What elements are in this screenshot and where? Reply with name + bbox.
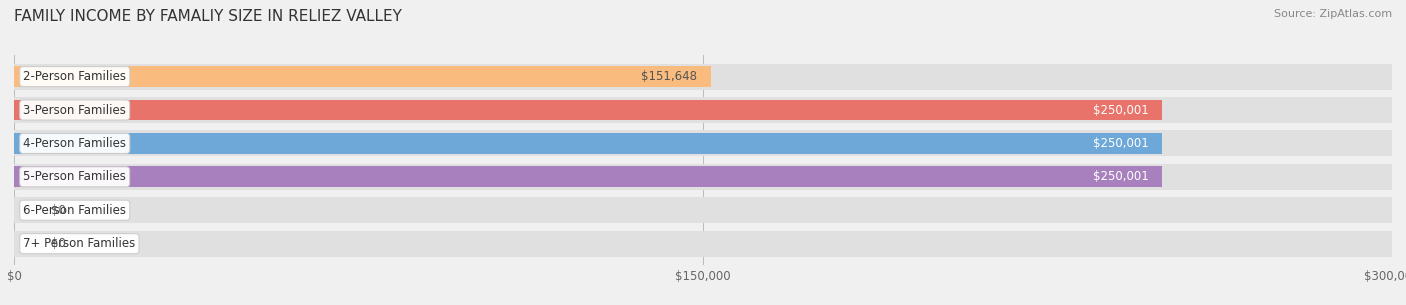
Text: 7+ Person Families: 7+ Person Families	[24, 237, 135, 250]
Text: $0: $0	[51, 237, 66, 250]
Text: $250,001: $250,001	[1092, 103, 1149, 117]
Bar	[14, 66, 710, 87]
Text: 3-Person Families: 3-Person Families	[24, 103, 127, 117]
Bar	[14, 133, 1163, 154]
Bar	[14, 131, 1392, 156]
Text: 5-Person Families: 5-Person Families	[24, 170, 127, 183]
Bar	[14, 231, 1392, 257]
Text: 2-Person Families: 2-Person Families	[24, 70, 127, 83]
Bar	[14, 100, 1163, 120]
Text: $151,648: $151,648	[641, 70, 697, 83]
Bar	[14, 97, 1392, 123]
Text: FAMILY INCOME BY FAMALIY SIZE IN RELIEZ VALLEY: FAMILY INCOME BY FAMALIY SIZE IN RELIEZ …	[14, 9, 402, 24]
Text: $250,001: $250,001	[1092, 137, 1149, 150]
Bar	[14, 63, 1392, 90]
Bar	[14, 167, 1163, 187]
Text: 4-Person Families: 4-Person Families	[24, 137, 127, 150]
Text: $0: $0	[51, 204, 66, 217]
Text: Source: ZipAtlas.com: Source: ZipAtlas.com	[1274, 9, 1392, 19]
Bar	[14, 164, 1392, 190]
Text: 6-Person Families: 6-Person Families	[24, 204, 127, 217]
Text: $250,001: $250,001	[1092, 170, 1149, 183]
Bar	[14, 197, 1392, 223]
